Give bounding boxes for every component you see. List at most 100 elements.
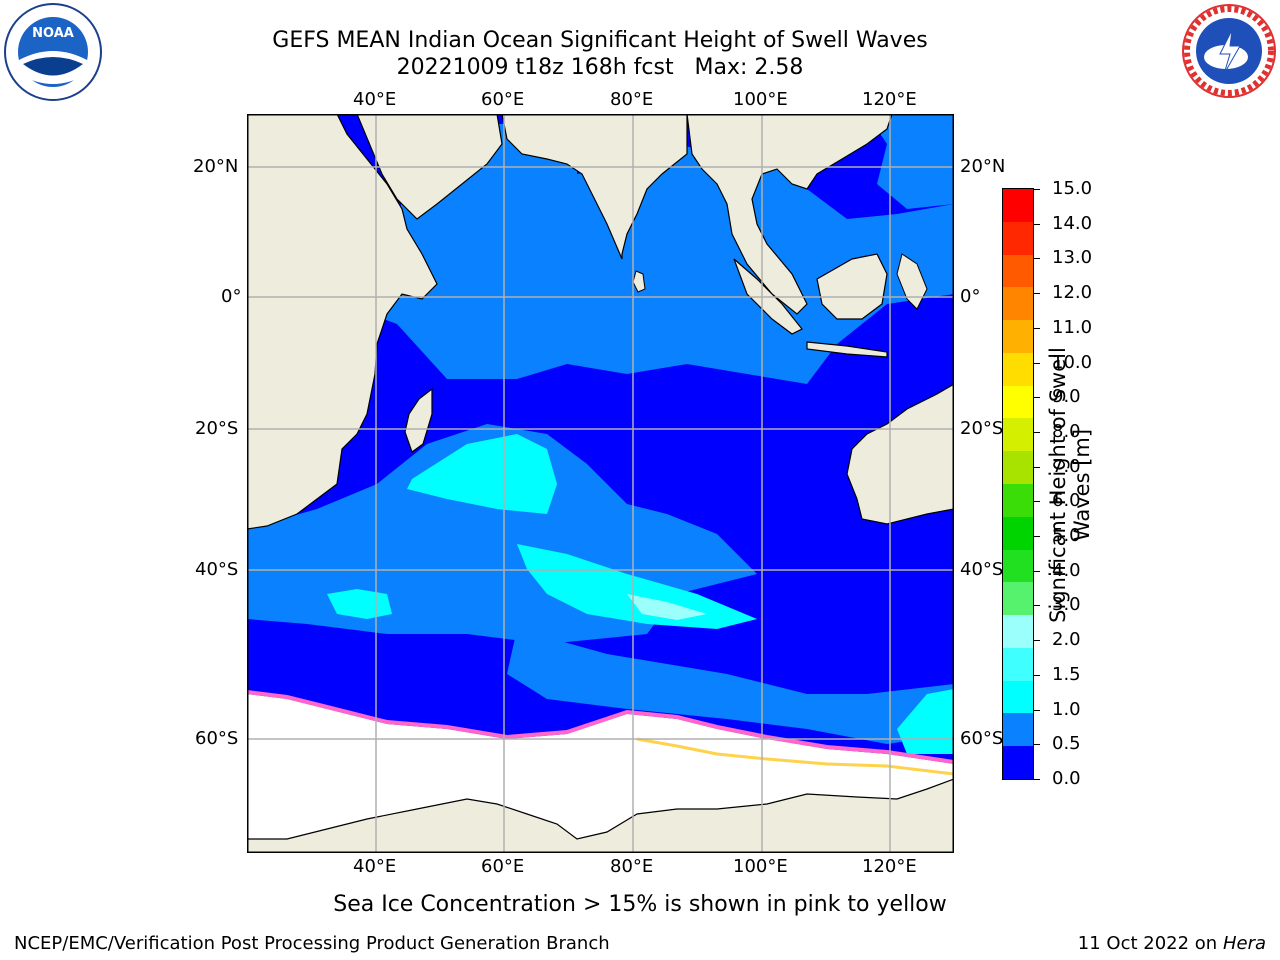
colorbar-segment bbox=[1003, 581, 1033, 616]
sea-ice-edge-yellow bbox=[636, 737, 954, 776]
colorbar-tick bbox=[1033, 431, 1040, 433]
colorbar-tick-label: 4.0 bbox=[1052, 559, 1081, 581]
colorbar-tick bbox=[1033, 605, 1040, 607]
map-frame bbox=[247, 114, 954, 853]
colorbar-tick bbox=[1033, 536, 1040, 538]
map-title-line1: GEFS MEAN Indian Ocean Significant Heigh… bbox=[272, 28, 928, 53]
colorbar-segment bbox=[1003, 516, 1033, 550]
colorbar-tick-label: 10.0 bbox=[1052, 351, 1093, 373]
land-africa bbox=[247, 114, 438, 530]
colorbar-tick bbox=[1033, 362, 1040, 364]
lat-tick-right-0: 0° bbox=[960, 286, 981, 307]
colorbar-segment bbox=[1003, 549, 1033, 583]
lat-tick-right-60s: 60°S bbox=[960, 728, 1004, 749]
swell-region-medium-indonesia bbox=[867, 114, 954, 209]
map-panel bbox=[247, 114, 954, 853]
lon-tick-bottom-40e: 40°E bbox=[353, 856, 397, 877]
colorbar-tick-label: 2.0 bbox=[1052, 629, 1081, 651]
lat-tick-left-40s: 40°S bbox=[195, 559, 239, 580]
machine-name: Hera bbox=[1222, 933, 1266, 954]
swell-region-medium-deep-south bbox=[507, 629, 954, 744]
map-canvas bbox=[247, 114, 954, 853]
lat-tick-left-20n: 20°N bbox=[193, 156, 239, 177]
colorbar-segment bbox=[1003, 614, 1033, 648]
lon-tick-bottom-60e: 60°E bbox=[481, 856, 525, 877]
colorbar-tick bbox=[1033, 258, 1040, 260]
swell-region-cyan-east bbox=[897, 689, 954, 754]
colorbar-tick-label: 13.0 bbox=[1052, 247, 1093, 269]
credit-line: NCEP/EMC/Verification Post Processing Pr… bbox=[14, 933, 610, 954]
colorbar-tick-label: 7.0 bbox=[1052, 455, 1081, 477]
svg-text:NOAA: NOAA bbox=[32, 26, 74, 41]
date-line: 11 Oct 2022 on Hera bbox=[1078, 933, 1266, 954]
colorbar-tick bbox=[1033, 327, 1040, 329]
colorbar-segment bbox=[1003, 647, 1033, 681]
colorbar-tick-label: 12.0 bbox=[1052, 282, 1093, 304]
colorbar-tick bbox=[1033, 709, 1040, 711]
colorbar-segment bbox=[1003, 417, 1033, 452]
land-antarctica bbox=[247, 778, 954, 853]
colorbar-tick bbox=[1033, 466, 1040, 468]
colorbar-tick-label: 15.0 bbox=[1052, 178, 1093, 199]
colorbar-segment bbox=[1003, 286, 1033, 321]
swell-region-medium bbox=[357, 124, 954, 384]
colorbar-tick-label: 9.0 bbox=[1052, 386, 1081, 408]
colorbar-tick-label: 11.0 bbox=[1052, 316, 1093, 338]
colorbar-segment bbox=[1003, 712, 1033, 747]
colorbar-tick bbox=[1033, 397, 1040, 399]
colorbar-tick bbox=[1033, 223, 1040, 225]
colorbar-tick bbox=[1033, 189, 1040, 190]
colorbar-segment bbox=[1003, 254, 1033, 288]
colorbar-tick bbox=[1033, 744, 1040, 746]
colorbar-tick bbox=[1033, 640, 1040, 642]
lon-tick-top-120e: 120°E bbox=[862, 89, 917, 110]
land-java bbox=[806, 341, 888, 358]
lat-tick-right-20n: 20°N bbox=[960, 156, 1006, 177]
lon-tick-top-40e: 40°E bbox=[353, 89, 397, 110]
colorbar-segment bbox=[1003, 745, 1033, 779]
colorbar bbox=[1002, 188, 1034, 780]
colorbar-tick-label: 3.0 bbox=[1052, 594, 1081, 616]
lat-tick-left-20s: 20°S bbox=[195, 418, 239, 439]
colorbar-tick-label: 1.5 bbox=[1052, 663, 1081, 685]
colorbar-segment bbox=[1003, 385, 1033, 419]
swell-region-cyan-central bbox=[407, 434, 557, 514]
colorbar-tick bbox=[1033, 501, 1040, 503]
noaa-logo: NOAA bbox=[3, 2, 103, 106]
swell-region-lightcyan bbox=[627, 594, 707, 620]
lon-tick-top-80e: 80°E bbox=[610, 89, 654, 110]
colorbar-title: Significant Height of Swell Waves [m] bbox=[1046, 347, 1094, 623]
land-australia bbox=[846, 383, 954, 525]
colorbar-tick bbox=[1033, 779, 1040, 780]
colorbar-tick-label: 0.0 bbox=[1052, 768, 1081, 789]
lon-tick-top-100e: 100°E bbox=[733, 89, 788, 110]
land-madagascar bbox=[404, 387, 433, 453]
colorbar-segment bbox=[1003, 483, 1033, 517]
map-gridlines bbox=[247, 114, 954, 853]
colorbar-tick bbox=[1033, 293, 1040, 295]
lat-tick-left-0: 0° bbox=[221, 286, 242, 307]
land-sulawesi bbox=[896, 253, 928, 310]
colorbar-segment bbox=[1003, 188, 1033, 222]
colorbar-segment bbox=[1003, 680, 1033, 714]
date-text: 11 Oct 2022 on bbox=[1077, 933, 1223, 954]
swell-region-cyan-south bbox=[517, 544, 757, 629]
lon-tick-bottom-80e: 80°E bbox=[610, 856, 654, 877]
colorbar-tick-label: 14.0 bbox=[1052, 212, 1093, 234]
colorbar-segment bbox=[1003, 221, 1033, 255]
lat-tick-right-40s: 40°S bbox=[960, 559, 1004, 580]
colorbar-tick-label: 0.5 bbox=[1052, 733, 1081, 755]
lon-tick-bottom-100e: 100°E bbox=[733, 856, 788, 877]
colorbar-tick bbox=[1033, 674, 1040, 676]
land-borneo bbox=[816, 253, 888, 320]
colorbar-segment bbox=[1003, 352, 1033, 386]
colorbar-segment bbox=[1003, 319, 1033, 353]
colorbar-tick-label: 8.0 bbox=[1052, 420, 1081, 442]
colorbar-tick-label: 1.0 bbox=[1052, 698, 1081, 720]
lon-tick-top-60e: 60°E bbox=[481, 89, 525, 110]
colorbar-tick-label: 6.0 bbox=[1052, 490, 1081, 512]
sea-ice-edge-pink bbox=[247, 690, 954, 764]
lat-tick-left-60s: 60°S bbox=[195, 728, 239, 749]
national-weather-service-logo bbox=[1180, 2, 1278, 104]
map-title-line2: 20221009 t18z 168h fcst Max: 2.58 bbox=[396, 55, 804, 80]
